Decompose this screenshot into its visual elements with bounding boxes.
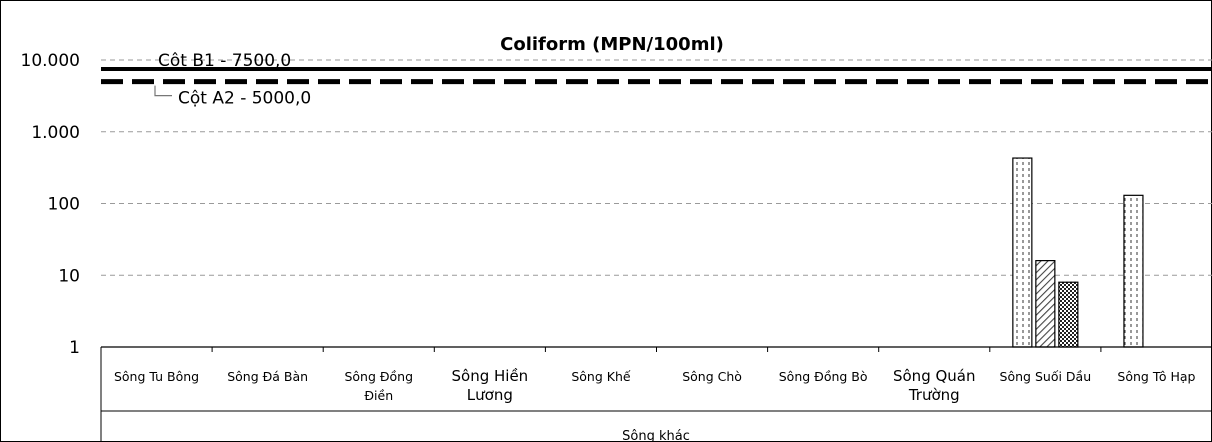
category-label: Điền [364, 388, 393, 403]
reference-leader-a2 [154, 85, 172, 97]
category-label: Sông Hiền [452, 367, 529, 385]
category-label: Trường [908, 386, 960, 404]
reference-lines: Cột B1 - 7500,0 Cột A2 - 5000,0 [101, 51, 1212, 109]
y-tick-label: 1 [69, 338, 80, 358]
bar [1123, 194, 1144, 348]
bar [1012, 157, 1033, 348]
y-tick-label: 100 [48, 195, 80, 215]
category-label: Sông Khế [571, 369, 631, 384]
bars [1012, 157, 1144, 348]
reference-label-a2: Cột A2 - 5000,0 [178, 89, 311, 109]
y-tick-label: 10 [58, 266, 80, 286]
category-label: Sông Đá Bàn [227, 369, 308, 384]
category-label: Sông Tô Hạp [1117, 369, 1195, 384]
group-label: Sông khác [622, 429, 690, 442]
category-label: Sông Quán [893, 367, 976, 385]
axes [100, 346, 1212, 442]
category-labels: Sông Tu Bông Sông Đá Bàn Sông Đồng Điền Sông… [114, 367, 1196, 404]
category-label: Lương [467, 386, 513, 404]
y-tick-label: 1.000 [31, 123, 80, 143]
chart-title: Coliform (MPN/100ml) [500, 34, 724, 55]
y-axis-ticks: 1 10 100 1.000 10.000 [21, 51, 80, 358]
y-tick-label: 10.000 [21, 51, 80, 71]
category-label: Sông Đồng [344, 369, 413, 384]
bar [1058, 281, 1079, 348]
category-label: Sông Suối Dầu [1000, 369, 1092, 384]
category-label: Sông Chò [682, 369, 742, 384]
category-label: Sông Tu Bông [114, 369, 199, 384]
reference-label-b1: Cột B1 - 7500,0 [158, 51, 291, 71]
bar [1035, 260, 1056, 348]
category-label: Sông Đồng Bò [779, 369, 868, 384]
